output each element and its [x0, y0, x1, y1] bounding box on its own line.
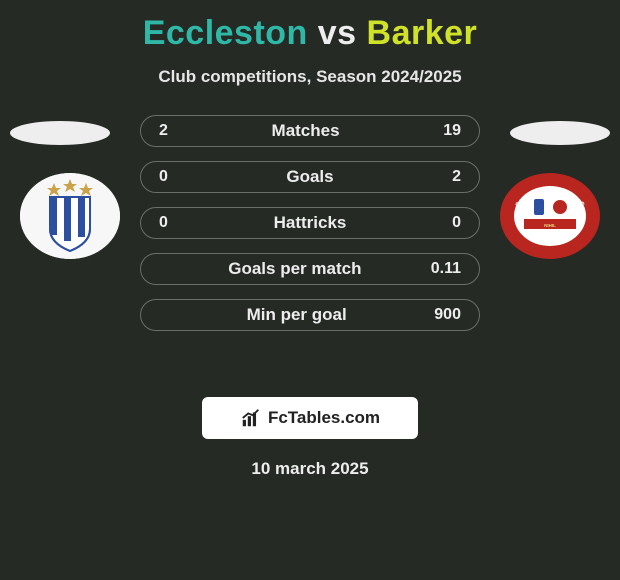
stats-list: 2 Matches 19 0 Goals 2 0 Hattricks 0 Goa…	[140, 115, 480, 331]
page-title: Eccleston vs Barker	[0, 14, 620, 53]
stat-row-mpg: Min per goal 900	[140, 299, 480, 331]
stat-row-matches: 2 Matches 19	[140, 115, 480, 147]
player2-club-badge: CRAWLEY TOWN FC RED DEVILS NIHIL	[500, 173, 600, 259]
stat-label: Goals per match	[228, 259, 361, 279]
player1-name-ellipse	[10, 121, 110, 145]
player1-club-badge	[20, 173, 120, 259]
stat-row-goals: 0 Goals 2	[140, 161, 480, 193]
stat-label: Hattricks	[274, 213, 347, 233]
branding-link[interactable]: FcTables.com	[202, 397, 418, 439]
date-text: 10 march 2025	[0, 459, 620, 479]
stat-right-value: 2	[452, 168, 461, 186]
stat-row-hattricks: 0 Hattricks 0	[140, 207, 480, 239]
club-right-banner-text: NIHIL	[544, 223, 556, 228]
huddersfield-badge-icon	[20, 173, 120, 259]
stat-label: Min per goal	[247, 305, 347, 325]
player1-name: Eccleston	[143, 14, 308, 52]
stat-right-value: 0.11	[431, 260, 461, 278]
crawley-badge-icon: CRAWLEY TOWN FC RED DEVILS NIHIL	[500, 173, 600, 259]
player2-name: Barker	[367, 14, 478, 52]
stat-row-gpm: Goals per match 0.11	[140, 253, 480, 285]
stat-left-value: 0	[159, 214, 168, 232]
stat-left-value: 2	[159, 122, 168, 140]
branding-text: FcTables.com	[268, 408, 380, 428]
stat-right-value: 19	[443, 122, 461, 140]
comparison-area: CRAWLEY TOWN FC RED DEVILS NIHIL 2 Match…	[0, 115, 620, 375]
subtitle: Club competitions, Season 2024/2025	[0, 67, 620, 87]
stat-label: Matches	[272, 121, 340, 141]
stat-label: Goals	[286, 167, 333, 187]
stat-left-value: 0	[159, 168, 168, 186]
player2-name-ellipse	[510, 121, 610, 145]
bar-chart-icon	[240, 407, 262, 429]
vs-text: vs	[308, 14, 367, 52]
stat-right-value: 900	[434, 306, 461, 324]
stat-right-value: 0	[452, 214, 461, 232]
